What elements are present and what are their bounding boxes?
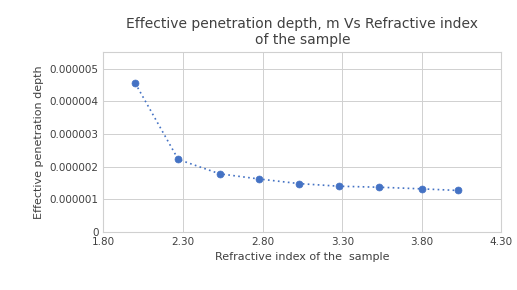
Y-axis label: Effective penetration depth: Effective penetration depth — [34, 65, 44, 219]
Title: Effective penetration depth, m Vs Refractive index
of the sample: Effective penetration depth, m Vs Refrac… — [127, 17, 478, 47]
X-axis label: Refractive index of the  sample: Refractive index of the sample — [215, 252, 390, 262]
